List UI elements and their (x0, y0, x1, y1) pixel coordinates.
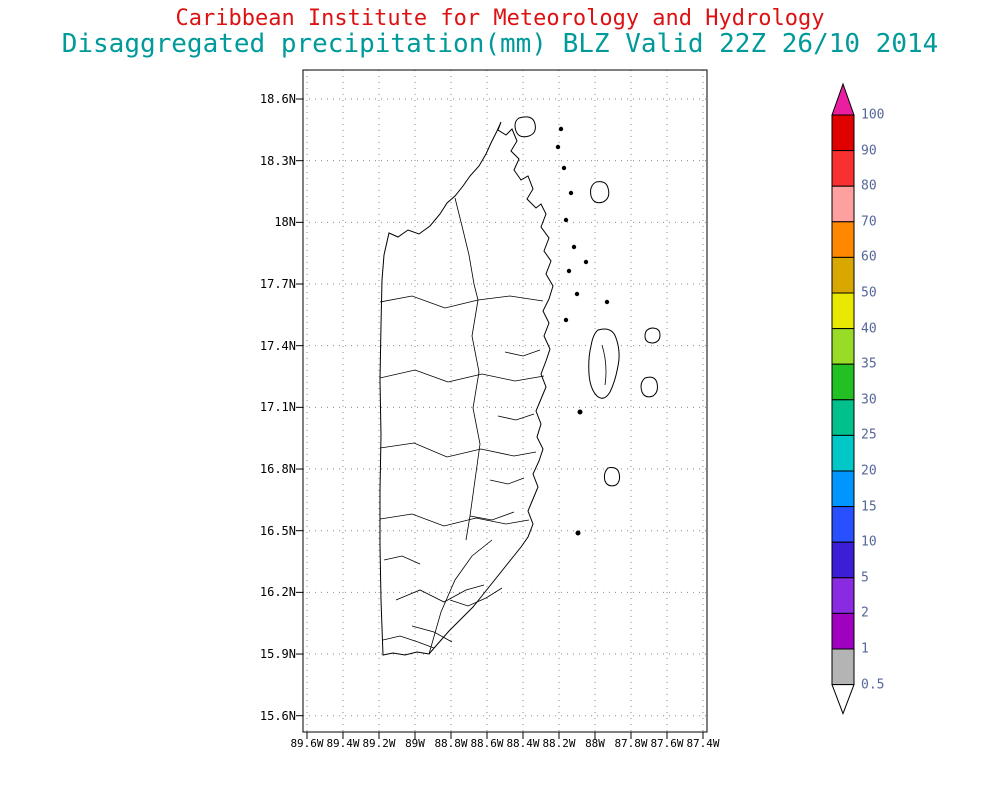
colorbar-segment (831, 185, 855, 223)
colorbar-tick-label: 35 (861, 356, 877, 372)
belize-outline (379, 121, 554, 656)
colorbar-tick-label: 70 (861, 214, 877, 230)
lat-tick-label: 15.9N (259, 647, 296, 662)
colorbar-tick-label: 60 (861, 249, 877, 265)
colorbar-arrow-bottom (831, 684, 855, 716)
lon-tick-label: 89.2W (362, 737, 396, 750)
colorbar-tick-label: 80 (861, 178, 877, 194)
colorbar-tick-label: 10 (861, 534, 877, 550)
lon-tick-label: 89.6W (290, 737, 324, 750)
colorbar-tick-label: 20 (861, 463, 877, 479)
lat-tick-label: 16.8N (259, 462, 296, 477)
lat-tick-label: 15.6N (259, 708, 296, 723)
lon-tick-label: 87.4W (686, 737, 720, 750)
offshore-cayes (514, 116, 661, 536)
lat-tick-label: 18N (274, 215, 296, 230)
lat-tick-label: 17.1N (259, 400, 296, 415)
colorbar-tick-label: 50 (861, 285, 877, 301)
colorbar-tick-label: 100 (861, 107, 885, 123)
lat-tick-label: 17.7N (259, 277, 296, 291)
colorbar-tick-label: 40 (861, 321, 877, 337)
lon-tick-label: 88.4W (506, 737, 540, 750)
colorbar-tick-label: 1 (861, 641, 869, 657)
colorbar-tick-label: 30 (861, 392, 877, 408)
colorbar-segment (831, 292, 855, 330)
lon-tick-label: 88W (585, 737, 605, 750)
colorbar-segment (831, 150, 855, 187)
lon-tick-label: 88.8W (434, 737, 468, 750)
colorbar-tick-label: 5 (861, 570, 869, 586)
colorbar-tick-label: 0.5 (861, 677, 885, 693)
grid-dotted-lines (303, 70, 707, 732)
colorbar-segment (831, 363, 855, 401)
colorbar-tick-label: 25 (861, 427, 877, 443)
axis-tick-marks (296, 98, 704, 739)
lat-tick-label: 17.4N (259, 338, 296, 353)
lat-tick-label: 18.3N (259, 153, 296, 168)
lon-tick-label: 88.6W (470, 737, 504, 750)
colorbar-segment (831, 612, 855, 650)
lat-tick-label: 16.5N (259, 523, 296, 538)
colorbar-segment (831, 577, 855, 614)
colorbar-segment (831, 221, 855, 258)
lat-tick-label: 18.6N (259, 92, 296, 106)
lat-tick-label: 16.2N (259, 585, 296, 600)
institute-title: Caribbean Institute for Meteorology and … (175, 6, 825, 31)
watershed-boundaries (379, 197, 545, 655)
colorbar-segment (831, 114, 855, 152)
lon-tick-label: 87.8W (614, 737, 648, 750)
colorbar-segment (831, 399, 855, 436)
colorbar (831, 82, 855, 716)
lon-tick-label: 89W (405, 737, 425, 750)
lon-tick-label: 87.6W (650, 737, 684, 750)
plot-title: Disaggregated precipitation(mm) BLZ Vali… (61, 29, 939, 59)
colorbar-segment (831, 434, 855, 472)
colorbar-segment (831, 256, 855, 294)
colorbar-segment (831, 506, 855, 543)
lon-tick-label: 88.2W (542, 737, 576, 750)
colorbar-tick-label: 15 (861, 499, 877, 515)
colorbar-tick-label: 90 (861, 143, 877, 159)
colorbar-segment (831, 648, 855, 686)
colorbar-arrow-top (831, 82, 855, 116)
colorbar-segment (831, 470, 855, 508)
colorbar-segment (831, 541, 855, 579)
lon-tick-label: 89.4W (326, 737, 360, 750)
map-frame (302, 69, 708, 733)
colorbar-segment (831, 328, 855, 365)
colorbar-tick-label: 2 (861, 605, 869, 621)
